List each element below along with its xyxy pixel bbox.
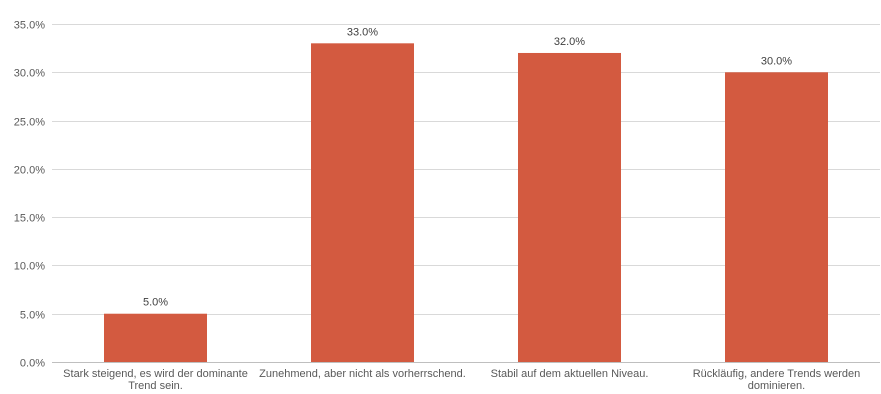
category-label: Zunehmend, aber nicht als vorherrschend. [259, 368, 466, 380]
y-tick-label: 35.0% [14, 20, 45, 32]
bars [104, 43, 828, 363]
category-label-line: Stark steigend, es wird der dominante [63, 368, 248, 380]
bar [104, 313, 207, 362]
y-tick-label: 10.0% [14, 261, 45, 273]
y-tick-label: 15.0% [14, 213, 45, 225]
y-axis-ticks: 0.0% 5.0% 10.0% 15.0% 20.0% 25.0% 30.0% 35.0% [14, 20, 45, 370]
y-tick-label: 30.0% [14, 68, 45, 80]
data-label: 32.0% [554, 36, 585, 48]
data-label: 5.0% [143, 297, 168, 309]
bar [725, 72, 828, 363]
y-tick-label: 25.0% [14, 117, 45, 129]
x-axis-categories: Stark steigend, es wird der dominante Tre… [63, 368, 860, 392]
y-tick-label: 5.0% [20, 310, 45, 322]
category-label: Rückläufig, andere Trends werden dominier… [693, 368, 861, 392]
data-label: 33.0% [347, 26, 378, 38]
category-label: Stabil auf dem aktuellen Niveau. [491, 368, 649, 380]
y-tick-label: 20.0% [14, 165, 45, 177]
data-label: 30.0% [761, 55, 792, 67]
category-label-line: Rückläufig, andere Trends werden [693, 368, 861, 380]
category-label-line: dominieren. [748, 380, 805, 392]
category-label-line: Stabil auf dem aktuellen Niveau. [491, 368, 649, 380]
bar [311, 43, 414, 363]
category-label: Stark steigend, es wird der dominante Tre… [63, 368, 248, 392]
bar [518, 52, 621, 362]
category-label-line: Trend sein. [128, 380, 183, 392]
data-labels: 5.0% 33.0% 32.0% 30.0% [143, 26, 792, 308]
y-tick-label: 0.0% [20, 358, 45, 370]
category-label-line: Zunehmend, aber nicht als vorherrschend. [259, 368, 466, 380]
